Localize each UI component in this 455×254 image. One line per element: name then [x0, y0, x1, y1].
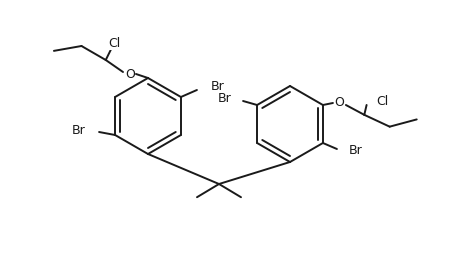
Text: O: O: [333, 97, 343, 109]
Text: Cl: Cl: [108, 37, 121, 50]
Text: O: O: [125, 68, 135, 81]
Text: Br: Br: [348, 145, 362, 157]
Text: Br: Br: [217, 92, 231, 105]
Text: Cl: Cl: [376, 96, 388, 108]
Text: Br: Br: [211, 81, 224, 93]
Text: Br: Br: [71, 123, 85, 136]
